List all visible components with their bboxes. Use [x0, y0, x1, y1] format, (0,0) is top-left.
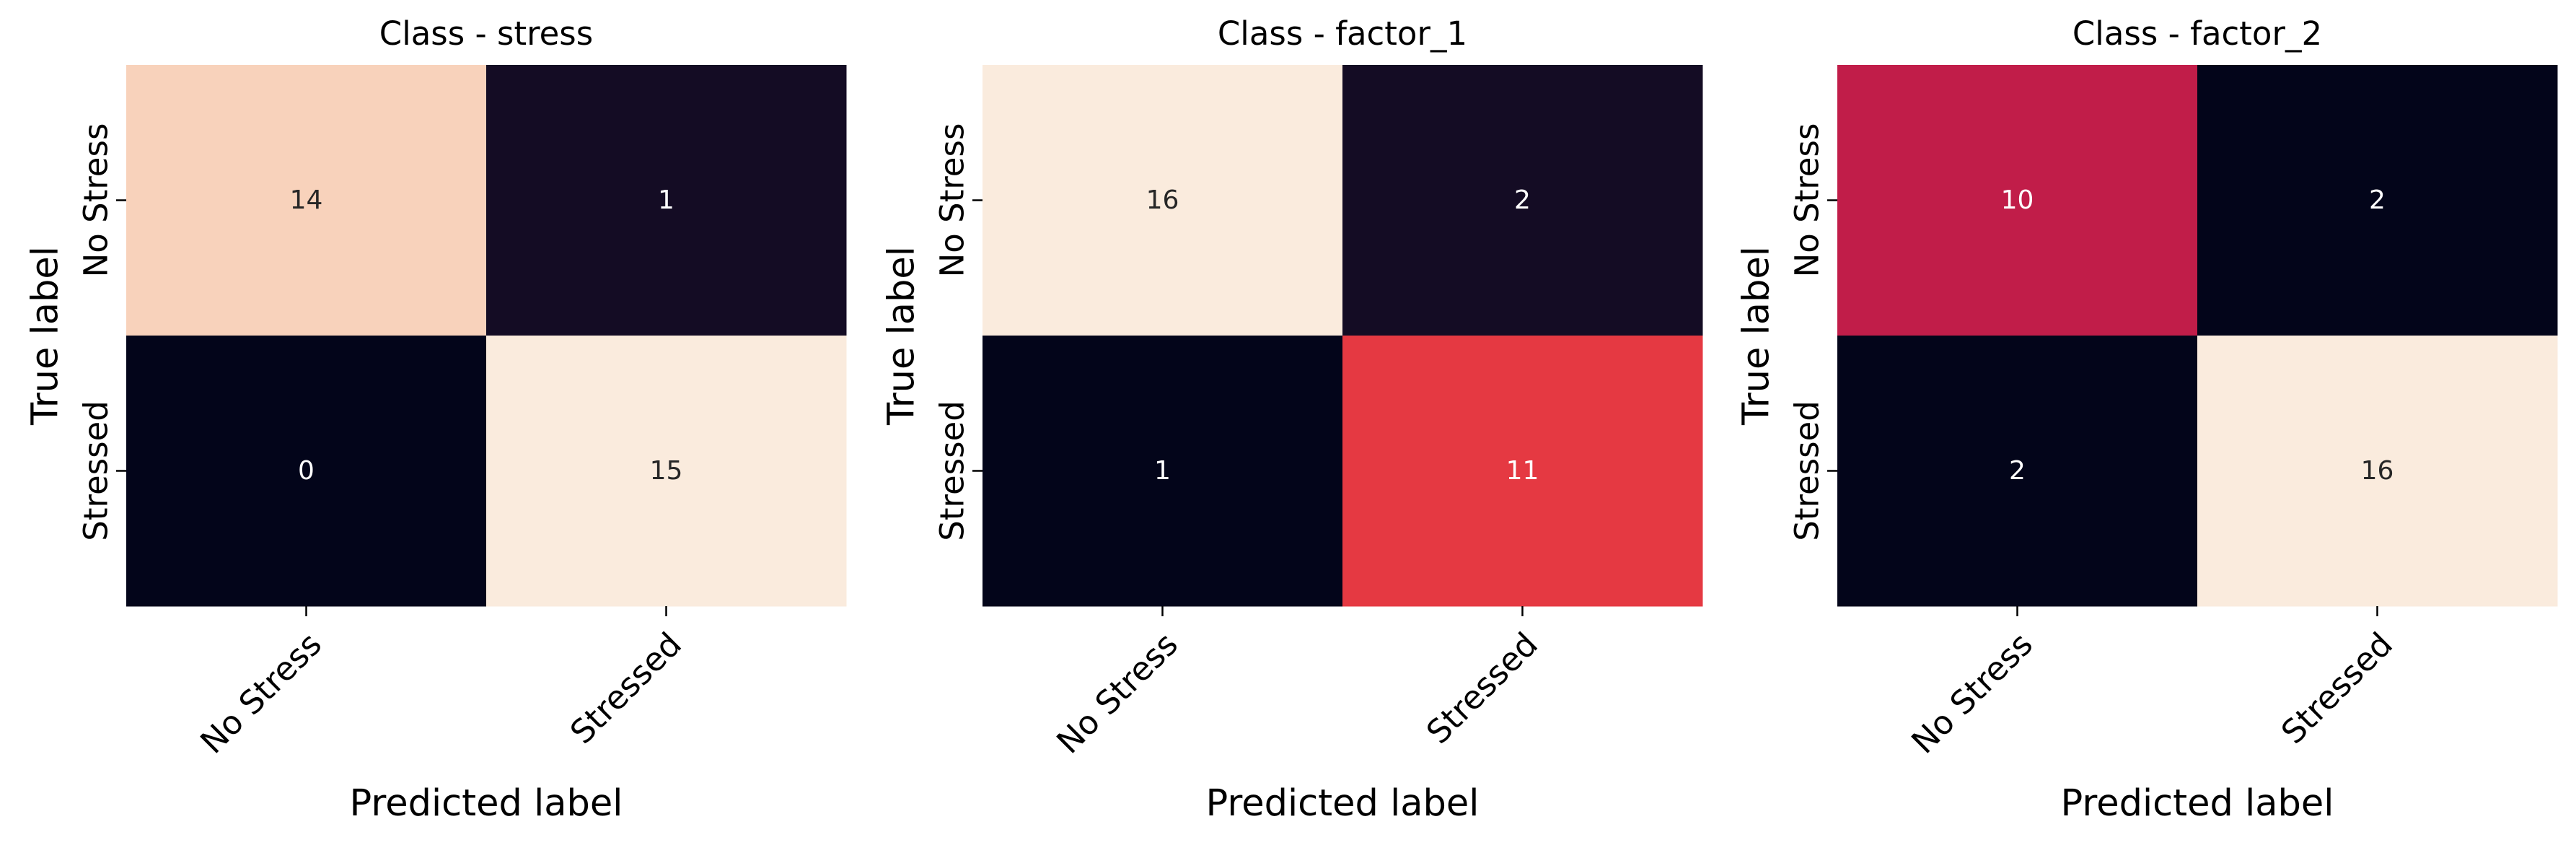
- heatmap-cell: [486, 336, 847, 607]
- cell-value-label: 2: [1514, 185, 1531, 215]
- x-tick-label: Stressed: [563, 625, 689, 751]
- x-tick-label: No Stress: [1904, 625, 2040, 761]
- heatmap-cell: [126, 65, 487, 336]
- heatmap-cell: [1342, 336, 1703, 607]
- cell-value-label: 16: [1146, 185, 1179, 215]
- heatmap-cell: [983, 65, 1343, 336]
- panel-title: Class - stress: [379, 14, 593, 53]
- x-axis-label: Predicted label: [2061, 782, 2334, 825]
- heatmap-cell: [2197, 336, 2558, 607]
- cell-value-label: 11: [1506, 456, 1539, 486]
- y-tick-label: No Stress: [1788, 123, 1827, 278]
- x-axis-label: Predicted label: [350, 782, 623, 825]
- heatmap-cell: [983, 336, 1343, 607]
- x-tick-label: Stressed: [2274, 625, 2400, 751]
- y-axis-label: True label: [1736, 246, 1778, 426]
- cell-value-label: 2: [2369, 185, 2386, 215]
- cell-value-label: 15: [650, 456, 683, 486]
- cell-value-label: 10: [2001, 185, 2034, 215]
- cell-value-label: 1: [658, 185, 674, 215]
- panel-title: Class - factor_1: [1218, 14, 1467, 53]
- cell-value-label: 14: [290, 185, 323, 215]
- heatmap-cell: [1837, 336, 2198, 607]
- y-axis-label: True label: [25, 246, 67, 426]
- y-tick-label: Stressed: [1788, 400, 1827, 541]
- cell-value-label: 2: [2009, 456, 2026, 486]
- cell-value-label: 1: [1154, 456, 1171, 486]
- y-tick-label: No Stress: [933, 123, 972, 278]
- y-tick-label: Stressed: [933, 400, 972, 541]
- heatmap-cell: [2197, 65, 2558, 336]
- heatmap-cell: [1342, 65, 1703, 336]
- y-tick-label: Stressed: [77, 400, 115, 541]
- cell-value-label: 0: [298, 456, 315, 486]
- heatmap-panel-1: 14 1 0 15 Class - stress No Stress Stressed No …: [25, 14, 847, 825]
- heatmap-cell: [486, 65, 847, 336]
- x-tick-label: No Stress: [193, 625, 329, 761]
- cell-value-label: 16: [2361, 456, 2394, 486]
- y-tick-label: No Stress: [77, 123, 115, 278]
- x-axis-label: Predicted label: [1206, 782, 1480, 825]
- x-tick-label: Stressed: [1419, 625, 1545, 751]
- panel-title: Class - factor_2: [2072, 14, 2322, 53]
- heatmap-cell: [126, 336, 487, 607]
- heatmap-panel-3: 10 2 2 16 Class - factor_2 No Stress Stressed N…: [1736, 14, 2558, 825]
- heatmap-cell: [1837, 65, 2198, 336]
- x-tick-label: No Stress: [1049, 625, 1185, 761]
- y-axis-label: True label: [881, 246, 923, 426]
